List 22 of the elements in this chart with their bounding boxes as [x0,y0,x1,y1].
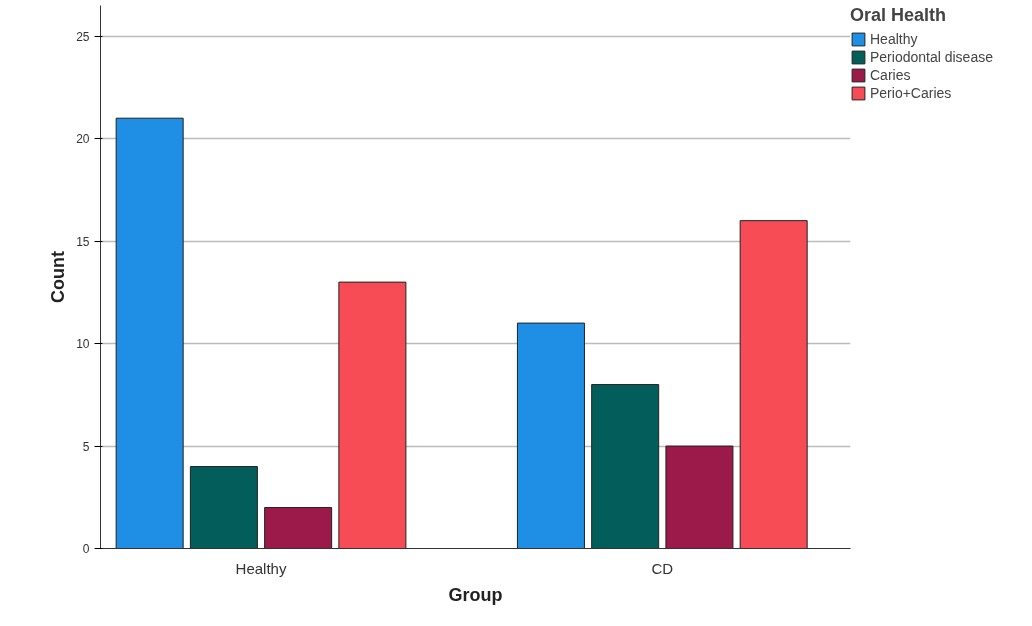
y-tick-label: 10 [76,337,90,352]
x-tick-label: CD [651,559,674,577]
y-axis-title: Count [48,251,69,303]
y-tick-label: 0 [82,542,90,556]
legend-label: Caries [870,67,911,83]
legend-label: Perio+Caries [870,85,952,101]
y-tick-label: 15 [76,234,90,249]
bar [115,117,184,549]
legend-title: Oral Health [850,5,948,26]
bar [591,384,660,549]
legend-label: Healthy [870,31,918,47]
x-axis-title: Group [448,584,503,605]
y-tick-label: 20 [76,132,90,147]
y-tick-label: 25 [76,29,90,44]
bar [264,507,333,549]
bar [665,445,734,549]
bar [189,466,258,549]
bar [739,220,808,549]
legend-label: Periodontal disease [870,49,993,65]
bar [516,322,585,549]
y-tick-label: 5 [82,439,90,454]
bar [338,281,407,549]
